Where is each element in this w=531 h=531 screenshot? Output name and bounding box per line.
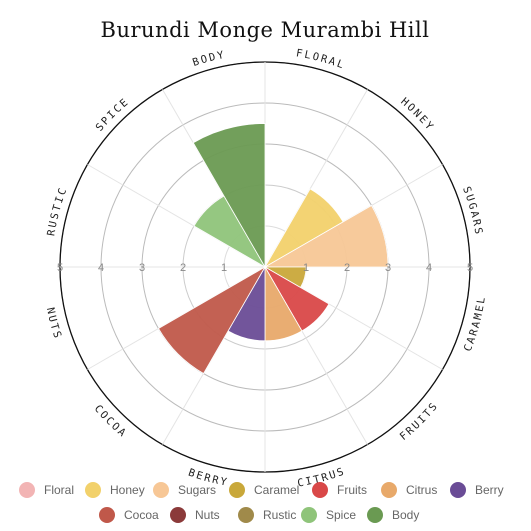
legend-item-rustic[interactable]: Rustic — [238, 507, 296, 523]
legend-swatch — [19, 482, 35, 498]
wedge-sugars — [263, 204, 389, 268]
category-label-body: BODY — [191, 49, 227, 69]
legend-label: Berry — [475, 483, 504, 497]
category-label-cocoa: COCOA — [92, 403, 130, 441]
legend-item-honey[interactable]: Honey — [85, 482, 145, 498]
chart-title: Burundi Monge Murambi Hill — [101, 18, 430, 42]
legend-swatch — [381, 482, 397, 498]
legend-label: Floral — [44, 483, 74, 497]
legend-swatch — [450, 482, 466, 498]
legend-swatch — [367, 507, 383, 523]
legend-item-spice[interactable]: Spice — [301, 507, 356, 523]
category-label-fruits: FRUITS — [398, 400, 441, 443]
category-label-caramel: CARAMEL — [462, 295, 488, 354]
radial-tick-label: 4 — [98, 262, 104, 274]
legend-label: Nuts — [195, 508, 220, 522]
radial-tick-label: 2 — [180, 262, 186, 274]
legend-swatch — [229, 482, 245, 498]
legend-swatch — [238, 507, 254, 523]
data-wedges — [157, 123, 389, 375]
category-label-floral: FLORAL — [295, 47, 347, 72]
radial-tick-labels: 1 1 2 2 3 3 4 4 5 5 — [57, 262, 473, 274]
radial-tick-label: 3 — [139, 262, 145, 274]
legend-label: Body — [392, 508, 419, 522]
legend-label: Rustic — [263, 508, 296, 522]
legend-swatch — [170, 507, 186, 523]
legend-item-citrus[interactable]: Citrus — [381, 482, 437, 498]
legend-label: Caramel — [254, 483, 299, 497]
legend-label: Honey — [110, 483, 145, 497]
legend-swatch — [312, 482, 328, 498]
legend-item-body[interactable]: Body — [367, 507, 419, 523]
legend-label: Citrus — [406, 483, 437, 497]
radial-tick-label: 1 — [221, 262, 227, 274]
legend-item-sugars[interactable]: Sugars — [153, 482, 216, 498]
legend-swatch — [99, 507, 115, 523]
legend-item-floral[interactable]: Floral — [19, 482, 74, 498]
legend-item-berry[interactable]: Berry — [450, 482, 504, 498]
legend-label: Fruits — [337, 483, 367, 497]
radial-tick-label: 2 — [344, 262, 350, 274]
legend-swatch — [301, 507, 317, 523]
wedge-body — [192, 123, 266, 269]
legend-item-fruits[interactable]: Fruits — [312, 482, 367, 498]
legend-label: Cocoa — [124, 508, 159, 522]
radial-tick-label: 5 — [57, 262, 63, 274]
category-label-spice: SPICE — [94, 96, 132, 134]
category-label-honey: HONEY — [398, 96, 436, 134]
category-label-sugars: SUGARS — [460, 185, 485, 237]
legend-item-caramel[interactable]: Caramel — [229, 482, 299, 498]
radial-tick-label: 4 — [426, 262, 432, 274]
category-label-nuts: NUTS — [44, 306, 64, 341]
legend-swatch — [153, 482, 169, 498]
radial-tick-label: 3 — [385, 262, 391, 274]
category-label-rustic: RUSTIC — [45, 185, 70, 237]
legend: Floral Honey Sugars Caramel Fruits Citrus Berr… — [19, 482, 504, 523]
legend-item-nuts[interactable]: Nuts — [170, 507, 220, 523]
legend-label: Spice — [326, 508, 356, 522]
legend-swatch — [85, 482, 101, 498]
legend-item-cocoa[interactable]: Cocoa — [99, 507, 159, 523]
radial-tick-label: 5 — [467, 262, 473, 274]
radial-tick-label: 1 — [303, 262, 309, 274]
wedge-cocoa — [157, 265, 267, 375]
legend-label: Sugars — [178, 483, 216, 497]
